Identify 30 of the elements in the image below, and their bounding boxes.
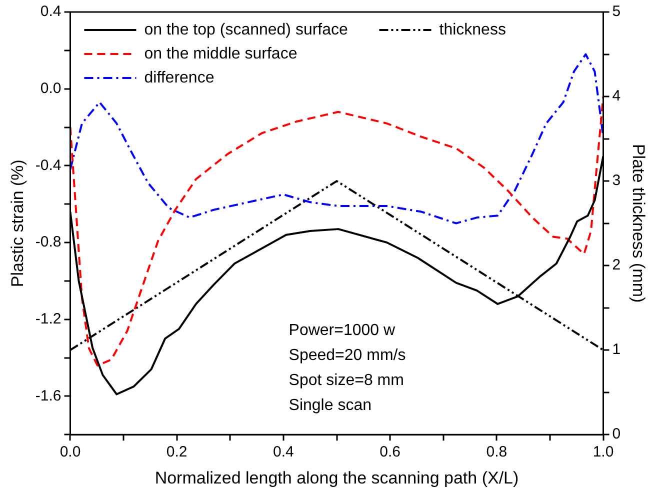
y2-tick-label: 0 bbox=[612, 426, 621, 443]
annotation: Spot size=8 mm bbox=[288, 372, 404, 390]
x-tick-label: 0.8 bbox=[486, 444, 508, 461]
annotation: Speed=20 mm/s bbox=[288, 347, 406, 364]
y-tick-label: -0.8 bbox=[35, 234, 62, 251]
x-tick-label: 0.0 bbox=[60, 444, 81, 461]
y2-tick-label: 3 bbox=[612, 172, 621, 190]
y2-tick-label: 4 bbox=[612, 88, 621, 105]
y-axis-title: Plastic strain (%) bbox=[8, 160, 27, 288]
y-tick-label: 0.4 bbox=[40, 3, 62, 20]
y2-tick-label: 1 bbox=[612, 341, 621, 358]
y-tick-label: -1.2 bbox=[35, 310, 62, 328]
y2-axis-title: Plate thickness (mm) bbox=[629, 144, 648, 303]
x-tick-label: 0.6 bbox=[380, 444, 400, 461]
y2-tick-label: 5 bbox=[612, 3, 621, 20]
x-tick-label: 1.0 bbox=[592, 444, 614, 461]
annotation: Power=1000 w bbox=[288, 322, 396, 340]
legend-label: on the middle surface bbox=[144, 45, 298, 62]
line-series bbox=[70, 96, 604, 366]
y2-tick-label: 2 bbox=[612, 256, 621, 274]
legend-label: thickness bbox=[439, 21, 506, 38]
x-tick-label: 0.2 bbox=[166, 444, 188, 461]
annotation: Single scan bbox=[288, 397, 372, 414]
y-tick-label: 0.0 bbox=[40, 80, 62, 97]
y-tick-label: -0.4 bbox=[35, 156, 62, 174]
y-tick-label: -1.6 bbox=[35, 387, 62, 404]
x-tick-label: 0.4 bbox=[273, 444, 294, 461]
legend-label: difference bbox=[144, 69, 214, 86]
legend-label: on the top (scanned) surface bbox=[144, 21, 348, 38]
x-axis-title: Normalized length along the scanning path (X/L) bbox=[154, 468, 519, 488]
